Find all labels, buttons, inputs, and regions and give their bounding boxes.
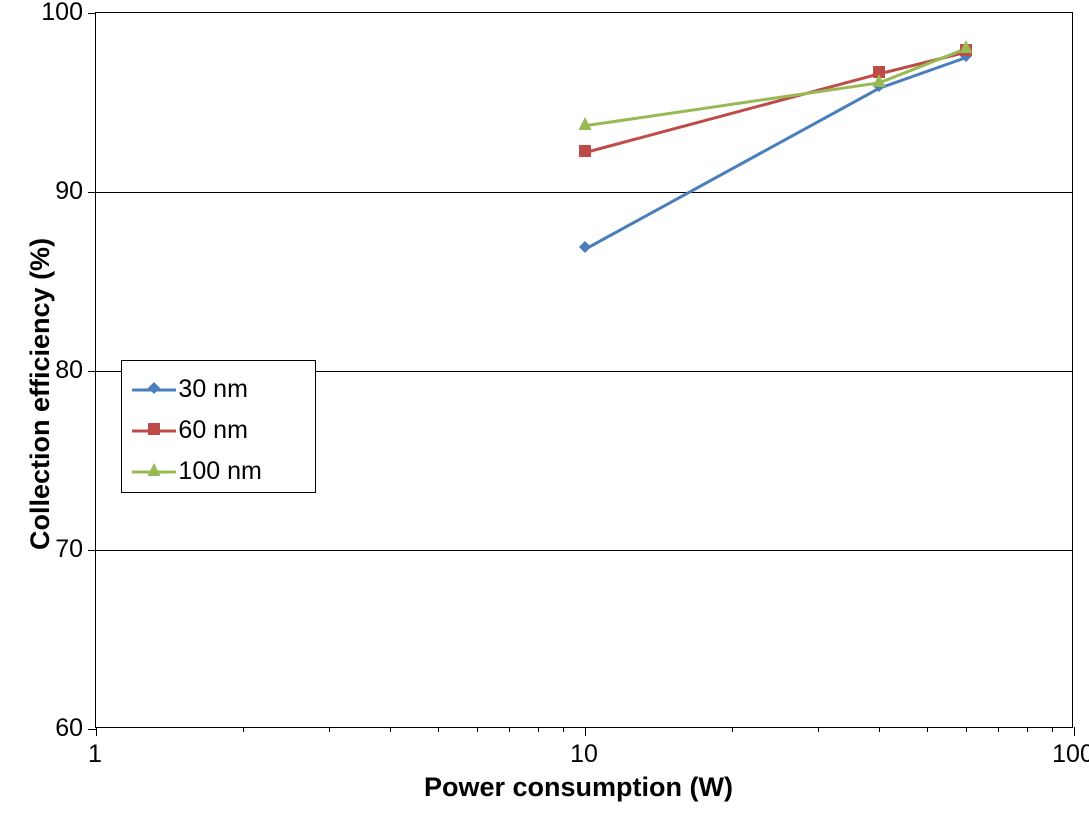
y-tick (88, 729, 96, 730)
y-tick (88, 550, 96, 551)
x-tick-major (1074, 727, 1075, 736)
legend: 30 nm 60 nm 100 nm (121, 360, 316, 493)
data-point (959, 40, 972, 58)
x-tick-label: 10 (570, 740, 598, 769)
x-tick-label: 1 (88, 740, 102, 769)
x-tick-label: 100 (1052, 740, 1089, 769)
data-point (579, 144, 591, 162)
y-tick-label: 90 (55, 177, 83, 206)
y-tick-label: 100 (41, 0, 83, 27)
efficiency-vs-power-chart: 30 nm 60 nm 100 nm Collection efficiency (… (0, 0, 1089, 815)
legend-item: 30 nm (132, 369, 247, 410)
series-line (585, 49, 966, 126)
data-point (579, 117, 592, 135)
y-tick-label: 60 (55, 714, 83, 743)
legend-item: 60 nm (132, 410, 247, 451)
data-point (873, 74, 886, 92)
legend-item: 100 nm (132, 451, 261, 492)
legend-label: 30 nm (178, 375, 247, 404)
y-axis-label: Collection efficiency (%) (25, 238, 56, 550)
y-tick (88, 13, 96, 14)
y-tick-label: 70 (55, 535, 83, 564)
legend-label: 100 nm (178, 457, 261, 486)
x-axis-label: Power consumption (W) (424, 772, 733, 803)
legend-label: 60 nm (178, 416, 247, 445)
data-point (579, 240, 591, 258)
y-tick (88, 192, 96, 193)
series-line (585, 58, 966, 250)
plot-area: 30 nm 60 nm 100 nm (95, 12, 1073, 728)
series-line (585, 52, 966, 152)
y-tick-label: 80 (55, 356, 83, 385)
y-tick (88, 371, 96, 372)
